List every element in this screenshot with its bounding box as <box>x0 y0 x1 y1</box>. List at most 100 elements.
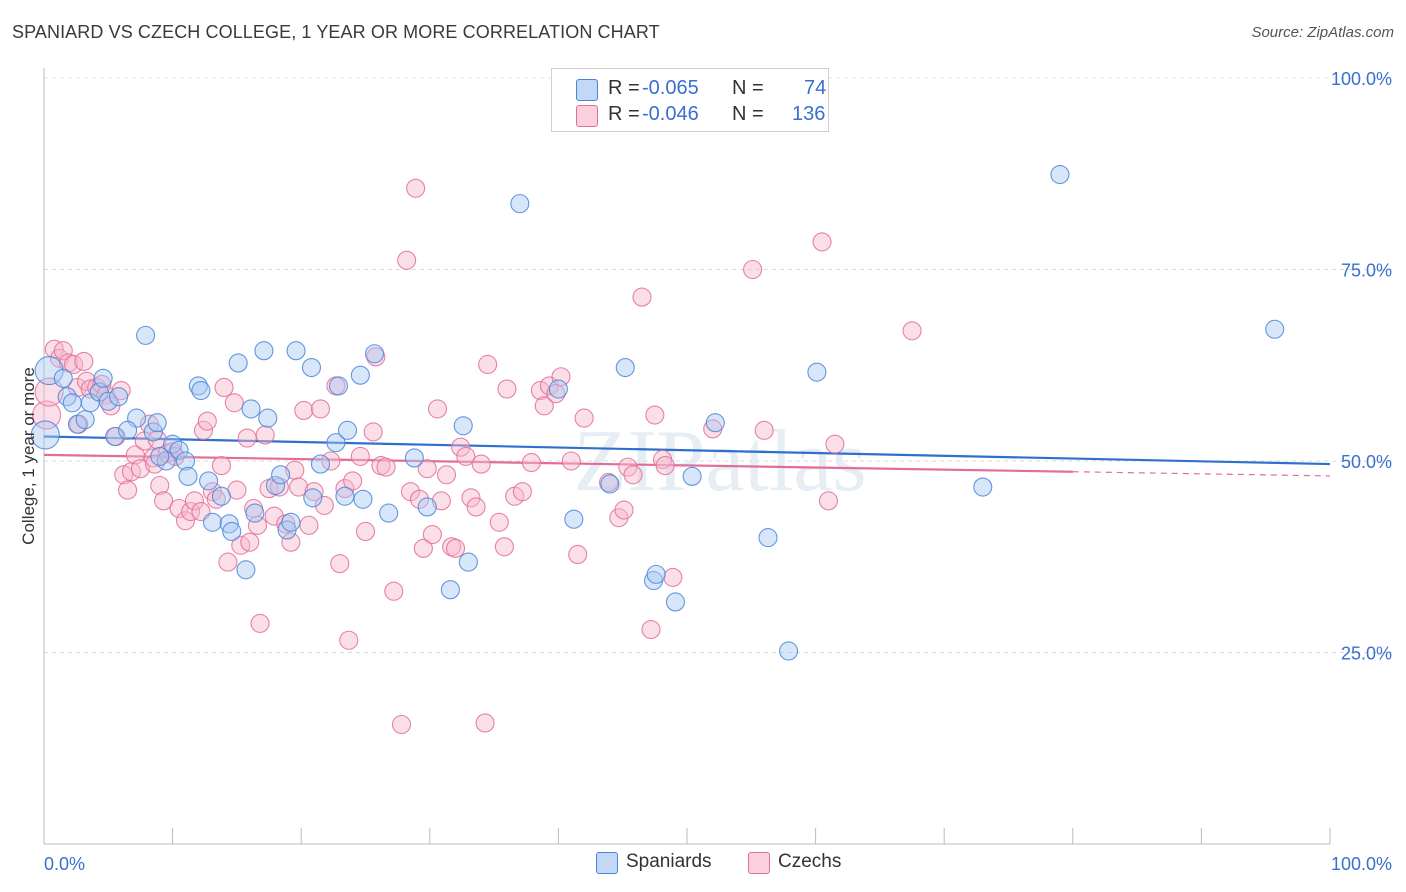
spaniard-point <box>109 387 129 407</box>
spaniards-points <box>30 164 1285 661</box>
legend-r-value: -0.065 <box>642 77 699 99</box>
czech-point <box>534 396 554 416</box>
spaniard-point <box>98 391 118 411</box>
legend-n-label: N = <box>732 77 764 99</box>
czech-point <box>431 491 451 511</box>
czech-point <box>489 512 509 532</box>
spaniard-point <box>258 408 278 428</box>
czech-point <box>812 232 832 252</box>
czech-point <box>471 454 491 474</box>
spaniard-point <box>245 503 265 523</box>
axes <box>43 68 1331 845</box>
czech-point <box>264 506 284 526</box>
czech-point <box>521 452 541 473</box>
czech-point <box>645 405 665 425</box>
spaniard-point <box>353 489 373 509</box>
czech-point <box>304 482 324 502</box>
spaniard-point <box>265 475 286 496</box>
spaniard-point <box>118 420 138 440</box>
czech-point <box>224 393 244 413</box>
czech-point <box>497 379 517 399</box>
czech-point <box>350 446 370 466</box>
spaniard-point <box>62 393 82 413</box>
spaniard-point <box>440 580 460 600</box>
czech-point <box>343 471 363 491</box>
spaniard-point <box>143 422 163 442</box>
czech-point <box>250 613 270 633</box>
czech-point <box>818 491 839 511</box>
spaniard-point <box>150 446 170 466</box>
spaniard-point <box>236 560 256 580</box>
spaniards-label: Spaniards <box>626 851 712 872</box>
spaniards-swatch <box>576 79 598 101</box>
czech-point <box>743 259 763 280</box>
czech-point <box>632 287 652 307</box>
spaniard-point <box>301 357 322 378</box>
czech-point <box>551 367 571 387</box>
spaniard-point <box>646 564 666 584</box>
czech-point <box>391 714 412 735</box>
czech-point <box>623 465 643 485</box>
spaniard-point <box>548 379 568 399</box>
spaniard-point <box>202 512 223 532</box>
legend-n-label: N = <box>732 103 764 125</box>
y-tick-label: 75.0% <box>1341 261 1392 281</box>
spaniard-point <box>169 440 189 460</box>
czech-point <box>175 511 196 531</box>
spaniard-point <box>271 465 291 485</box>
spaniard-point <box>303 488 323 508</box>
czech-point <box>193 420 214 440</box>
czech-point <box>281 532 301 552</box>
spaniard-point <box>665 592 685 612</box>
czech-point <box>255 425 275 445</box>
czech-point <box>289 477 309 497</box>
spaniard-point <box>175 451 196 471</box>
spaniard-point <box>510 194 530 214</box>
czech-point <box>663 567 683 587</box>
czech-point <box>445 538 466 558</box>
czech-point <box>118 480 138 500</box>
spaniard-point <box>337 420 358 440</box>
czech-point <box>206 489 226 509</box>
chart-title: SPANIARD VS CZECH COLLEGE, 1 YEAR OR MOR… <box>12 22 660 42</box>
spaniard-point <box>417 497 437 517</box>
spaniard-point <box>211 486 232 506</box>
czechs-swatch <box>576 105 598 127</box>
spaniard-point <box>807 362 827 382</box>
czech-point <box>494 537 514 557</box>
spaniard-point <box>254 341 274 361</box>
y-tick-label: 50.0% <box>1341 452 1392 472</box>
czech-point <box>466 497 486 517</box>
y-axis-label: College, 1 year or more <box>19 367 38 545</box>
czech-point <box>184 491 205 511</box>
spaniard-point <box>136 325 156 345</box>
czech-point <box>754 420 774 440</box>
czech-point <box>574 408 594 428</box>
watermark: ZIPatlas <box>573 413 866 510</box>
czech-point <box>461 488 481 508</box>
czech-point <box>92 374 112 394</box>
spaniard-point <box>615 357 635 378</box>
czech-point <box>561 451 581 471</box>
source-label: Source: ZipAtlas.com <box>1251 24 1394 41</box>
czech-point <box>53 341 73 361</box>
czech-point <box>456 446 476 466</box>
czech-point <box>214 377 234 398</box>
czech-point <box>114 465 134 485</box>
spaniard-point <box>453 416 473 436</box>
czech-point <box>422 524 442 545</box>
czech-point <box>478 354 498 375</box>
spaniard-point <box>335 486 355 506</box>
czechs-label: Czechs <box>778 851 842 872</box>
czech-point <box>74 351 94 371</box>
legend-n-value: 74 <box>804 77 827 99</box>
legend-r-label: R = <box>608 103 640 125</box>
spaniard-point <box>219 514 239 534</box>
spaniard-point <box>682 466 702 486</box>
spaniard-point <box>1265 319 1285 339</box>
spaniard-point <box>286 341 306 361</box>
czech-point <box>641 619 661 640</box>
spaniard-point <box>600 474 620 494</box>
czech-point <box>339 630 359 650</box>
